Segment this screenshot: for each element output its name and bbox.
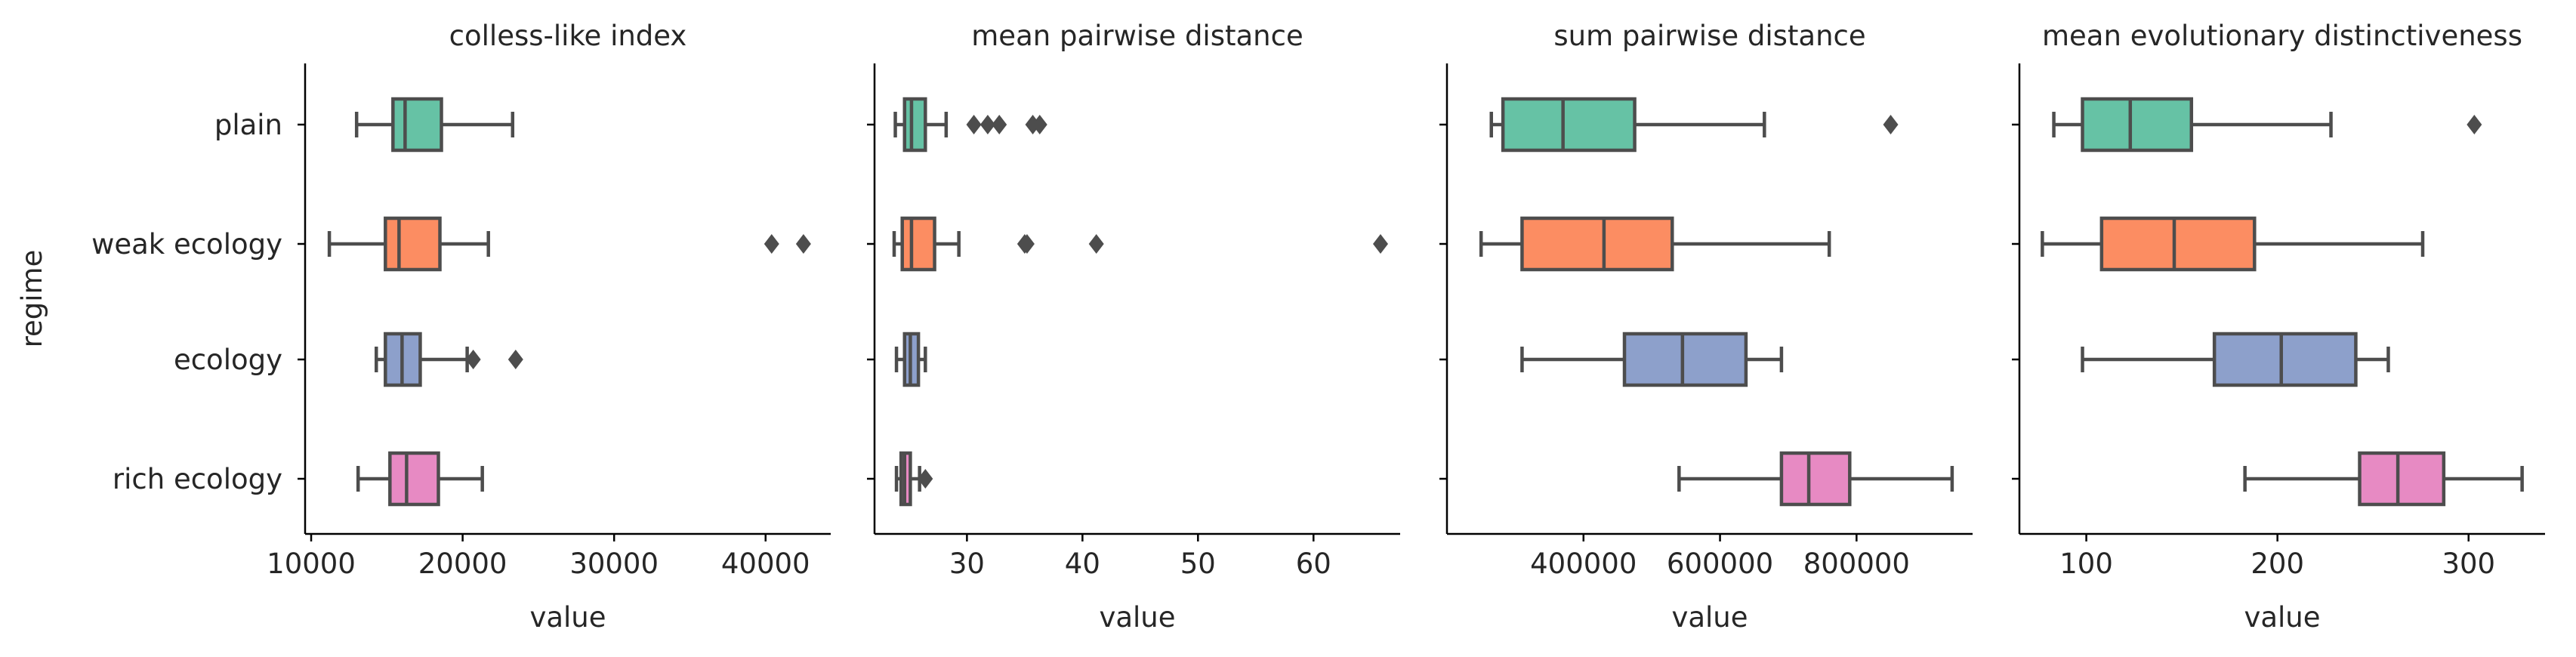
- outlier-point: [465, 350, 481, 369]
- box-rich-ecology: [2243, 451, 2524, 507]
- outlier-point: [966, 115, 982, 134]
- outlier-point: [764, 234, 779, 254]
- box-ecology: [1520, 332, 1784, 387]
- box-plain: [2052, 97, 2482, 153]
- box-ecology: [894, 332, 927, 387]
- x-axis-label: value: [2244, 601, 2320, 634]
- box-weak-ecology: [1479, 216, 1831, 272]
- outlier-point: [1019, 234, 1035, 254]
- y-tick-label-plain: plain: [214, 109, 282, 141]
- outlier-point: [795, 234, 811, 254]
- x-tick-label: 30: [949, 548, 985, 580]
- x-tick-label: 100: [2059, 548, 2113, 580]
- y-axis-label: regime: [16, 250, 48, 348]
- panel-title: mean evolutionary distinctiveness: [2042, 20, 2522, 52]
- iqr-box: [1501, 97, 1637, 153]
- x-tick-label: 400000: [1530, 548, 1637, 580]
- panel-title: mean pairwise distance: [971, 20, 1303, 52]
- iqr-box: [388, 451, 440, 507]
- outlier-point: [918, 469, 933, 489]
- box-plain: [893, 97, 1047, 153]
- iqr-box: [902, 97, 927, 153]
- panels: regime colless-like index 10000 20000 30000 4…: [16, 20, 2545, 634]
- outlier-point: [992, 115, 1007, 134]
- box-rich-ecology: [356, 451, 484, 507]
- panel-sum-pairwise-distance: sum pairwise distance 400000 600000 800000 v…: [1439, 20, 1973, 634]
- x-axis-label: value: [1671, 601, 1748, 634]
- x-tick-label: 800000: [1803, 548, 1910, 580]
- y-tick-label-weak-ecology: weak ecology: [91, 228, 282, 261]
- box-ecology: [2081, 332, 2390, 387]
- iqr-box: [391, 97, 443, 153]
- y-tick-label-ecology: ecology: [174, 344, 282, 376]
- box-weak-ecology: [327, 216, 811, 272]
- panel-colless-like-index: colless-like index 10000 20000 30000 40000 va…: [91, 20, 831, 634]
- panel-title: sum pairwise distance: [1553, 20, 1865, 52]
- iqr-box: [2081, 97, 2194, 153]
- panel-title: colless-like index: [449, 20, 687, 52]
- iqr-box: [1779, 451, 1852, 507]
- x-tick-label: 20000: [418, 548, 507, 580]
- outlier-point: [1372, 234, 1388, 254]
- panel-mean-pairwise-distance: mean pairwise distance 30 40 50 60 value: [867, 20, 1400, 634]
- box-rich-ecology: [1677, 451, 1954, 507]
- iqr-box: [2358, 451, 2446, 507]
- outlier-point: [2466, 115, 2482, 134]
- x-tick-label: 10000: [267, 548, 356, 580]
- outlier-point: [1032, 115, 1047, 134]
- box-plain: [1489, 97, 1899, 153]
- x-tick-label: 30000: [569, 548, 659, 580]
- x-tick-label: 200: [2251, 548, 2304, 580]
- box-plain: [354, 97, 515, 153]
- outlier-point: [1883, 115, 1899, 134]
- x-tick-label: 300: [2442, 548, 2495, 580]
- x-tick-label: 50: [1180, 548, 1216, 580]
- iqr-box: [1520, 216, 1674, 272]
- x-tick-label: 40: [1065, 548, 1100, 580]
- outlier-point: [507, 350, 523, 369]
- iqr-box: [2099, 216, 2257, 272]
- box-weak-ecology: [2041, 216, 2425, 272]
- iqr-box: [1622, 332, 1748, 387]
- y-tick-label-rich-ecology: rich ecology: [113, 463, 282, 495]
- outlier-point: [1088, 234, 1104, 254]
- x-tick-label: 40000: [721, 548, 810, 580]
- outlier-point: [979, 115, 995, 134]
- panel-mean-evolutionary-distinctiveness: mean evolutionary distinctiveness 100 200 3…: [2012, 20, 2545, 634]
- x-axis-label: value: [1099, 601, 1175, 634]
- x-tick-label: 60: [1296, 548, 1331, 580]
- x-axis-label: value: [529, 601, 606, 634]
- box-ecology: [375, 332, 523, 387]
- x-tick-label: 600000: [1667, 548, 1773, 580]
- iqr-box: [900, 216, 936, 272]
- iqr-box: [2212, 332, 2358, 387]
- box-rich-ecology: [894, 451, 933, 507]
- box-weak-ecology: [892, 216, 1388, 272]
- iqr-box: [384, 216, 442, 272]
